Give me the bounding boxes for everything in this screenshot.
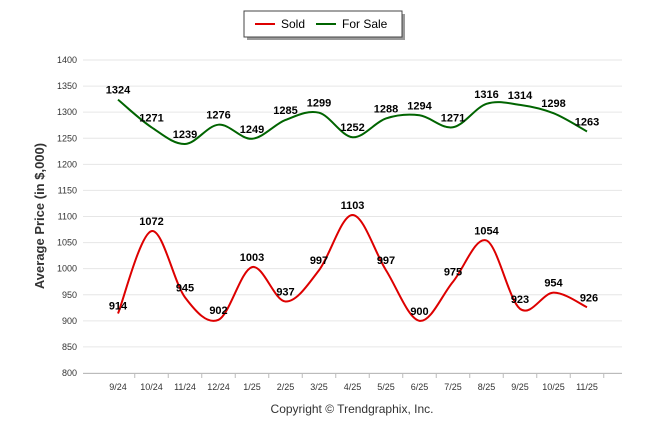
y-tick-label-1200: 1200 bbox=[57, 159, 77, 169]
data-label-for-sale-6-25: 1294 bbox=[407, 100, 432, 112]
y-tick-label-1100: 1100 bbox=[58, 212, 77, 222]
data-label-sold-9-25: 923 bbox=[511, 294, 529, 306]
y-axis-title: Average Price (in $,000) bbox=[32, 143, 47, 289]
data-label-for-sale-9-25: 1314 bbox=[508, 90, 533, 102]
x-tick-label-11-25: 11/25 bbox=[576, 382, 598, 392]
data-label-sold-10-25: 954 bbox=[544, 278, 563, 290]
data-label-for-sale-9-24: 1324 bbox=[106, 85, 131, 97]
data-label-sold-11-24: 945 bbox=[176, 282, 194, 294]
data-labels: 914 1072 945 902 1003 937 997 1103 997 900 975 1054… bbox=[106, 85, 599, 318]
series-line-for-sale bbox=[117, 98, 588, 145]
y-tick-label-850: 850 bbox=[62, 342, 77, 352]
data-label-sold-10-24: 1072 bbox=[139, 216, 163, 228]
data-label-for-sale-8-25: 1316 bbox=[474, 89, 498, 101]
data-label-for-sale-5-25: 1288 bbox=[374, 103, 398, 115]
axes: 800 850 900 950 1000 1050 1100 1150 1200 1250 1300… bbox=[57, 55, 622, 392]
copyright-caption: Copyright © Trendgraphix, Inc. bbox=[271, 402, 434, 416]
series-lines bbox=[117, 98, 588, 322]
y-tick-label-1150: 1150 bbox=[58, 185, 77, 195]
series-line-sold bbox=[117, 213, 588, 322]
x-tick-label-9-25: 9/25 bbox=[511, 382, 529, 392]
x-tick-label-9-24: 9/24 bbox=[109, 382, 127, 392]
data-label-sold-8-25: 1054 bbox=[474, 225, 499, 237]
x-tick-label-10-24: 10/24 bbox=[140, 382, 163, 392]
data-label-for-sale-11-24: 1239 bbox=[173, 129, 197, 141]
data-label-for-sale-4-25: 1252 bbox=[340, 122, 364, 134]
data-label-for-sale-12-24: 1276 bbox=[206, 110, 230, 122]
y-tick-label-800: 800 bbox=[62, 368, 77, 378]
x-tick-label-5-25: 5/25 bbox=[377, 382, 395, 392]
data-label-sold-12-24: 902 bbox=[209, 305, 227, 317]
x-tick-label-2-25: 2/25 bbox=[277, 382, 295, 392]
data-label-sold-5-25: 997 bbox=[377, 255, 395, 267]
y-tick-label-1000: 1000 bbox=[57, 264, 77, 274]
legend-label-sold: Sold bbox=[281, 17, 305, 31]
y-tick-label-1250: 1250 bbox=[57, 133, 77, 143]
y-tick-label-1400: 1400 bbox=[57, 55, 77, 65]
x-tick-label-1-25: 1/25 bbox=[243, 382, 261, 392]
data-label-sold-11-25: 926 bbox=[580, 292, 598, 304]
data-label-for-sale-10-24: 1271 bbox=[139, 112, 163, 124]
x-tick-label-8-25: 8/25 bbox=[478, 382, 496, 392]
legend: Sold For Sale bbox=[243, 10, 405, 40]
data-label-sold-6-25: 900 bbox=[410, 306, 428, 318]
y-tick-label-1050: 1050 bbox=[57, 238, 77, 248]
data-label-for-sale-11-25: 1263 bbox=[575, 116, 599, 128]
x-tick-label-3-25: 3/25 bbox=[310, 382, 328, 392]
data-label-for-sale-3-25: 1299 bbox=[307, 98, 331, 110]
data-label-sold-2-25: 937 bbox=[276, 287, 294, 299]
x-tick-label-12-24: 12/24 bbox=[207, 382, 230, 392]
x-tick-label-10-25: 10/25 bbox=[542, 382, 565, 392]
y-tick-label-900: 900 bbox=[62, 316, 77, 326]
x-tick-label-7-25: 7/25 bbox=[444, 382, 462, 392]
data-label-for-sale-7-25: 1271 bbox=[441, 112, 465, 124]
x-tick-label-4-25: 4/25 bbox=[344, 382, 362, 392]
legend-label-for-sale: For Sale bbox=[342, 17, 388, 31]
data-label-sold-3-25: 997 bbox=[310, 255, 328, 267]
y-tick-label-950: 950 bbox=[62, 290, 77, 300]
data-label-sold-4-25: 1103 bbox=[341, 200, 365, 212]
y-tick-label-1350: 1350 bbox=[57, 81, 77, 91]
data-label-sold-1-25: 1003 bbox=[240, 252, 264, 264]
data-label-for-sale-1-25: 1249 bbox=[240, 124, 264, 136]
x-tick-label-6-25: 6/25 bbox=[411, 382, 429, 392]
x-tick-label-11-24: 11/24 bbox=[174, 382, 196, 392]
data-label-sold-7-25: 975 bbox=[444, 267, 462, 279]
data-label-sold-9-24: 914 bbox=[109, 301, 128, 313]
y-tick-label-1300: 1300 bbox=[57, 107, 77, 117]
data-label-for-sale-2-25: 1285 bbox=[273, 105, 297, 117]
data-label-for-sale-10-25: 1298 bbox=[541, 98, 565, 110]
